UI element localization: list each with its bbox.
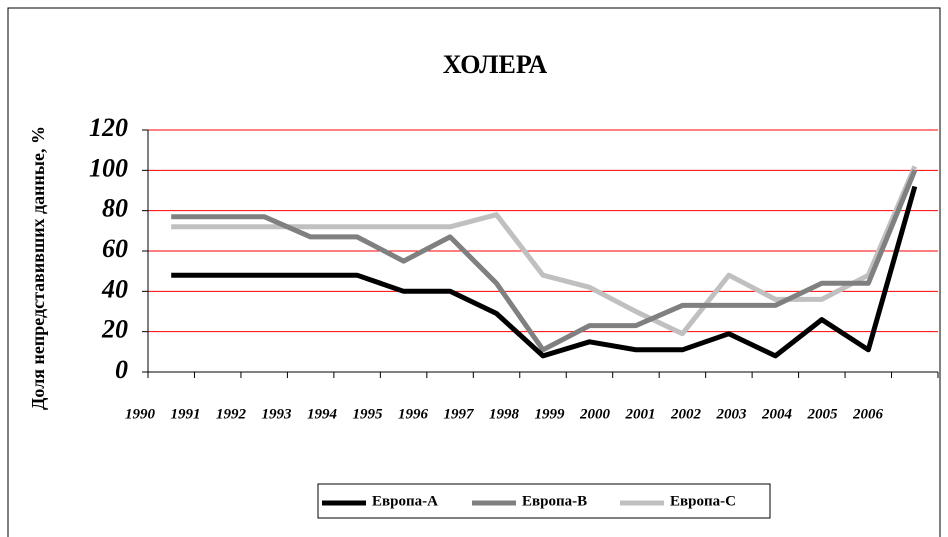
x-tick-label: 1995	[353, 406, 384, 422]
x-tick-label: 2001	[625, 406, 656, 422]
y-tick-label: 80	[102, 194, 128, 223]
x-tick-label: 2005	[807, 406, 839, 422]
x-tick-label: 2004	[761, 406, 793, 422]
y-tick-label: 100	[89, 153, 128, 182]
y-axis-label: Доля непредставивших данные, %	[28, 126, 48, 410]
y-tick-label: 120	[89, 113, 128, 142]
y-tick-label: 0	[115, 355, 128, 384]
x-tick-label: 1998	[489, 406, 520, 422]
y-tick-label: 20	[101, 315, 128, 344]
x-tick-label: 2002	[670, 406, 702, 422]
legend-label: Европа-А	[372, 493, 438, 509]
legend-label: Европа-С	[670, 493, 736, 509]
y-tick-label: 40	[101, 274, 128, 303]
x-tick-label: 1993	[262, 406, 293, 422]
series-line	[171, 165, 918, 337]
chart-title: ХОЛЕРА	[443, 50, 548, 79]
x-tick-label: 1990	[125, 406, 156, 422]
x-tick-label: 2003	[716, 406, 748, 422]
x-tick-label: 1997	[444, 406, 475, 422]
x-tick-label: 2006	[852, 406, 884, 422]
legend-label: Европа-В	[522, 493, 587, 509]
y-tick-label: 60	[102, 234, 128, 263]
x-tick-label: 1996	[398, 406, 429, 422]
x-tick-label: 1991	[171, 406, 201, 422]
x-tick-label: 1999	[535, 406, 566, 422]
series-line	[171, 169, 918, 353]
x-tick-label: 1994	[307, 406, 338, 422]
series-line	[171, 185, 918, 359]
x-tick-label: 1992	[216, 406, 247, 422]
x-tick-label: 2000	[579, 406, 611, 422]
chart-border	[7, 7, 941, 537]
legend	[317, 483, 771, 519]
